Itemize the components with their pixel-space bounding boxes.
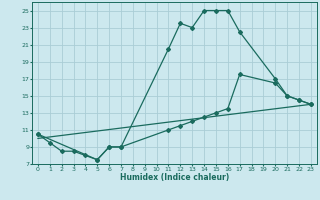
X-axis label: Humidex (Indice chaleur): Humidex (Indice chaleur) xyxy=(120,173,229,182)
